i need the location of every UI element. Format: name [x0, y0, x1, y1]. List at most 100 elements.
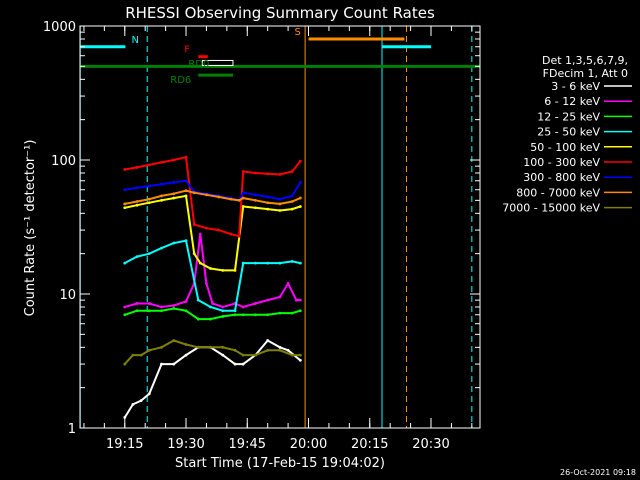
series-3-point-4 — [172, 241, 176, 245]
state-bar-label-5: S — [295, 27, 301, 38]
series-5-point-13 — [266, 172, 270, 176]
state-bar-label-4: RD6 — [170, 75, 191, 86]
series-7-point-12 — [254, 198, 257, 202]
series-2-point-8 — [221, 315, 225, 318]
series-0-point-9 — [221, 353, 225, 357]
series-3-point-14 — [290, 260, 294, 263]
series-0-point-16 — [298, 358, 302, 362]
series-7-point-4 — [172, 192, 176, 196]
series-0-point-15 — [286, 348, 290, 352]
series-7-point-2 — [147, 197, 151, 201]
y-tick-label: 1 — [68, 422, 76, 437]
plot-area: N F RD0 RD6 S — [79, 26, 480, 428]
series-8-point-7 — [196, 345, 200, 349]
legend-entry-label: 7000 - 15000 keV — [502, 202, 600, 215]
series-8-point-16 — [298, 353, 302, 357]
series-7-point-0 — [123, 202, 127, 206]
state-bar-label-3: RD0 — [188, 59, 209, 70]
x-tick-label: 20:30 — [412, 437, 449, 452]
series-3-point-7 — [209, 305, 212, 309]
series-8-point-0 — [123, 362, 127, 366]
series-line-0 — [123, 339, 301, 418]
series-1-point-12 — [241, 305, 245, 309]
series-1-point-13 — [254, 302, 257, 305]
series-5-point-14 — [278, 173, 282, 176]
legend-entry-label: 3 - 6 keV — [551, 80, 600, 93]
series-1-point-16 — [286, 281, 290, 285]
state-bar-label-2: F — [184, 45, 190, 56]
series-2-point-14 — [290, 311, 294, 315]
series-7-point-10 — [237, 198, 241, 202]
series-line-1 — [124, 233, 301, 309]
y-axis-ticks: 1 10 100 1000 — [43, 20, 480, 437]
series-7-point-11 — [241, 196, 245, 200]
series-4-point-2 — [147, 201, 151, 205]
series-8-point-3 — [147, 348, 151, 352]
series-2-point-15 — [298, 309, 302, 313]
series-0-point-6 — [184, 353, 188, 357]
series-6-point-3 — [160, 182, 163, 186]
series-6-point-12 — [254, 193, 257, 197]
series-8-point-11 — [241, 353, 245, 357]
series-3-point-0 — [123, 261, 127, 265]
series-4-point-7 — [198, 261, 202, 265]
series-4-point-3 — [160, 198, 163, 202]
series-2-point-10 — [241, 313, 245, 317]
y-axis-label: Count Rate (s⁻¹ detector⁻¹) — [23, 140, 38, 317]
series-8-point-12 — [254, 353, 257, 357]
series-2-point-1 — [135, 309, 139, 313]
series-0-point-5 — [172, 362, 176, 366]
series-5-point-0 — [123, 168, 127, 171]
series-1-point-5 — [184, 300, 188, 303]
state-bar-label-0: N — [131, 35, 138, 46]
x-tick-label: 19:15 — [106, 437, 143, 452]
series-4-point-9 — [221, 269, 225, 272]
series-4-point-1 — [135, 203, 139, 207]
series-1-point-10 — [221, 305, 225, 309]
series-3-point-9 — [233, 309, 237, 313]
series-5-point-2 — [147, 163, 151, 167]
legend: Det 1,3,5,6,7,9,FDecim 1, Att 03 - 6 keV… — [502, 54, 632, 215]
series-1-point-4 — [172, 304, 176, 307]
x-tick-label: 19:45 — [229, 437, 266, 452]
series-1-point-0 — [123, 305, 127, 309]
series-1-point-1 — [135, 302, 139, 305]
series-6-point-1 — [135, 186, 139, 190]
series-4-point-10 — [233, 269, 237, 272]
series-8-point-13 — [266, 348, 270, 352]
series-3-point-10 — [241, 261, 245, 265]
series-2-point-4 — [172, 307, 176, 310]
series-4-point-12 — [254, 206, 257, 210]
x-tick-label: 19:30 — [167, 437, 204, 452]
series-8-point-4 — [160, 345, 163, 349]
footer-timestamp: 26-Oct-2021 09:18 — [560, 468, 636, 477]
series-0-point-2 — [139, 399, 143, 403]
series-5-point-16 — [298, 159, 302, 163]
series-7-point-15 — [290, 200, 294, 203]
series-2-point-0 — [123, 313, 127, 317]
series-4-point-14 — [278, 209, 282, 212]
series-8-point-14 — [278, 348, 282, 352]
series-2-point-6 — [196, 317, 200, 321]
legend-entry-label: 800 - 7000 keV — [516, 186, 600, 199]
series-1-point-8 — [205, 281, 208, 285]
series-7-point-16 — [298, 196, 302, 200]
series-7-point-7 — [205, 193, 208, 197]
legend-header-line: Det 1,3,5,6,7,9, — [542, 54, 628, 67]
series-2-point-13 — [278, 311, 282, 315]
series-5-point-1 — [135, 166, 139, 169]
y-tick-label: 100 — [51, 154, 76, 169]
series-4-point-4 — [172, 196, 176, 200]
x-tick-label: 20:15 — [351, 437, 388, 452]
series-0-point-11 — [241, 362, 245, 366]
series-6-point-0 — [123, 188, 127, 192]
series-5-point-6 — [192, 223, 196, 226]
series-3-point-15 — [298, 261, 302, 265]
series-4-point-15 — [290, 207, 294, 211]
series-8-point-9 — [221, 345, 225, 349]
series-1-point-2 — [147, 302, 151, 305]
series-4-point-11 — [241, 205, 245, 208]
y-tick-label: 1000 — [43, 20, 76, 35]
series-6-point-11 — [241, 191, 245, 195]
series-2-point-9 — [233, 313, 237, 317]
